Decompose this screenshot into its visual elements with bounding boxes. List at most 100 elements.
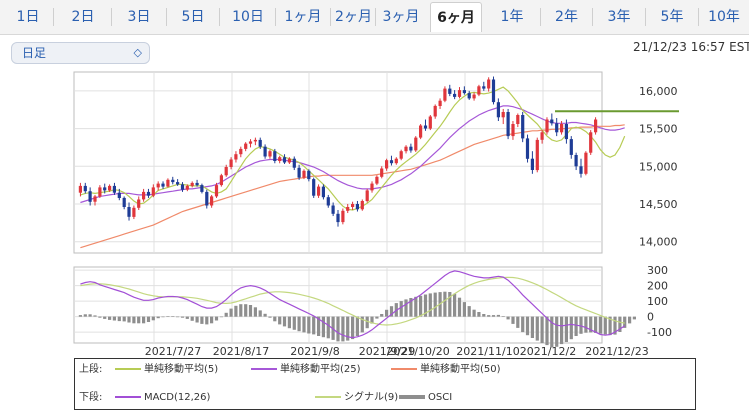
candle-body	[88, 191, 92, 202]
tab-13[interactable]: 5年	[660, 9, 684, 25]
legend: 上段: 単純移動平均(5) 単純移動平均(25) 単純移動平均(50) 下段: …	[74, 358, 696, 410]
tab-3[interactable]: 3日	[127, 9, 151, 25]
tab-12[interactable]: 3年	[607, 9, 631, 25]
macd-tick-label: 100	[647, 295, 668, 308]
osci-bar	[210, 316, 214, 324]
x-tick-label: 2021/9/8	[290, 345, 339, 358]
candle-body	[78, 185, 82, 193]
candle-body	[385, 160, 389, 169]
tab-separator	[375, 8, 376, 26]
tab-14[interactable]: 10年	[708, 9, 740, 25]
osci-bar	[385, 309, 389, 317]
tab-1[interactable]: 1日	[16, 9, 40, 25]
candle-body	[530, 158, 534, 170]
candle-body	[258, 139, 262, 147]
osci-bar	[122, 316, 126, 322]
osci-bar	[453, 293, 457, 317]
osci-bar	[263, 313, 267, 317]
tab-separator	[53, 8, 54, 26]
candle-body	[560, 124, 564, 133]
candle-body	[117, 192, 121, 198]
interval-select[interactable]: 日足 ◇	[11, 42, 150, 64]
tab-6[interactable]: 1ヶ月	[284, 9, 322, 25]
candle-body	[321, 186, 325, 198]
osci-bar	[414, 296, 418, 317]
candle-body	[540, 132, 544, 140]
osci-bar	[623, 316, 627, 328]
candle-body	[103, 187, 107, 191]
osci-bar	[409, 298, 413, 317]
price-tick-label: 14,500	[639, 198, 678, 211]
candle-body	[453, 93, 457, 97]
candle-body	[307, 170, 311, 180]
candle-body	[176, 182, 180, 185]
osci-bar	[360, 316, 364, 333]
tab-8[interactable]: 3ヶ月	[382, 9, 420, 25]
osci-bar	[535, 316, 539, 341]
macd-tick-label: 200	[647, 280, 668, 293]
osci-bar	[370, 316, 374, 324]
osci-bar	[419, 295, 423, 317]
osci-bar	[83, 314, 87, 317]
price-tick-label: 15,500	[639, 123, 678, 136]
interval-select-value: 日足	[22, 46, 47, 60]
osci-bar	[88, 314, 92, 317]
candle-body	[491, 79, 496, 103]
osci-bar	[550, 316, 554, 348]
candle-body	[351, 204, 355, 207]
candle-body	[273, 151, 277, 161]
osci-bar	[603, 316, 607, 335]
osci-bar	[326, 316, 330, 339]
ma5-line-swatch	[115, 368, 141, 370]
updown-chevron-icon: ◇	[133, 46, 142, 59]
osci-bar	[156, 316, 160, 319]
tab-11[interactable]: 2年	[555, 9, 578, 25]
osci-bar	[584, 316, 588, 333]
candle-body	[370, 183, 374, 191]
candle-body	[419, 125, 423, 138]
candle-body	[292, 158, 296, 168]
candle-body	[112, 185, 116, 193]
osci-bar	[501, 316, 505, 317]
osci-bar	[525, 316, 530, 336]
tab-2[interactable]: 2日	[71, 9, 95, 25]
osci-bar	[545, 316, 549, 346]
osci-bar	[239, 304, 243, 317]
osci-bar	[312, 316, 316, 335]
osci-bar	[176, 316, 180, 318]
candle-body	[229, 159, 233, 167]
tab-separator	[540, 8, 541, 26]
candle-body	[375, 176, 379, 184]
tab-separator	[111, 8, 112, 26]
tab-5[interactable]: 10日	[232, 9, 264, 25]
candle-body	[545, 119, 549, 133]
price-tick-label: 15,000	[639, 160, 678, 173]
macd-line-swatch	[115, 396, 141, 398]
osci-bar	[214, 316, 219, 321]
candle-body	[239, 148, 243, 155]
period-tab-bar: 1日 2日 3日 5日 10日 1ヶ月 2ヶ月 3ヶ月 6ヶ月 1年 2年 3年 5年 10年	[0, 0, 749, 35]
osci-swatch	[399, 395, 425, 399]
candle-body	[574, 155, 578, 167]
tab-7[interactable]: 2ヶ月	[335, 9, 372, 25]
osci-bar	[380, 314, 384, 317]
osci-bar	[608, 316, 612, 336]
candle-body	[477, 86, 481, 95]
osci-bar	[112, 316, 116, 321]
tab-9[interactable]: 6ヶ月	[430, 2, 482, 32]
osci-bar	[200, 316, 204, 324]
osci-bar	[511, 316, 515, 324]
osci-bar	[555, 316, 559, 347]
candle-body	[462, 90, 466, 94]
osci-bar	[127, 316, 131, 323]
candle-body	[355, 204, 359, 210]
candle-body	[414, 137, 418, 151]
osci-bar	[248, 305, 253, 317]
tab-10[interactable]: 1年	[500, 9, 524, 25]
osci-bar	[443, 291, 447, 317]
osci-bar	[579, 316, 583, 334]
osci-bar	[560, 316, 564, 345]
tab-4[interactable]: 5日	[181, 9, 205, 25]
legend-ma25-label: 単純移動平均(25)	[280, 364, 361, 375]
osci-bar	[569, 316, 573, 340]
